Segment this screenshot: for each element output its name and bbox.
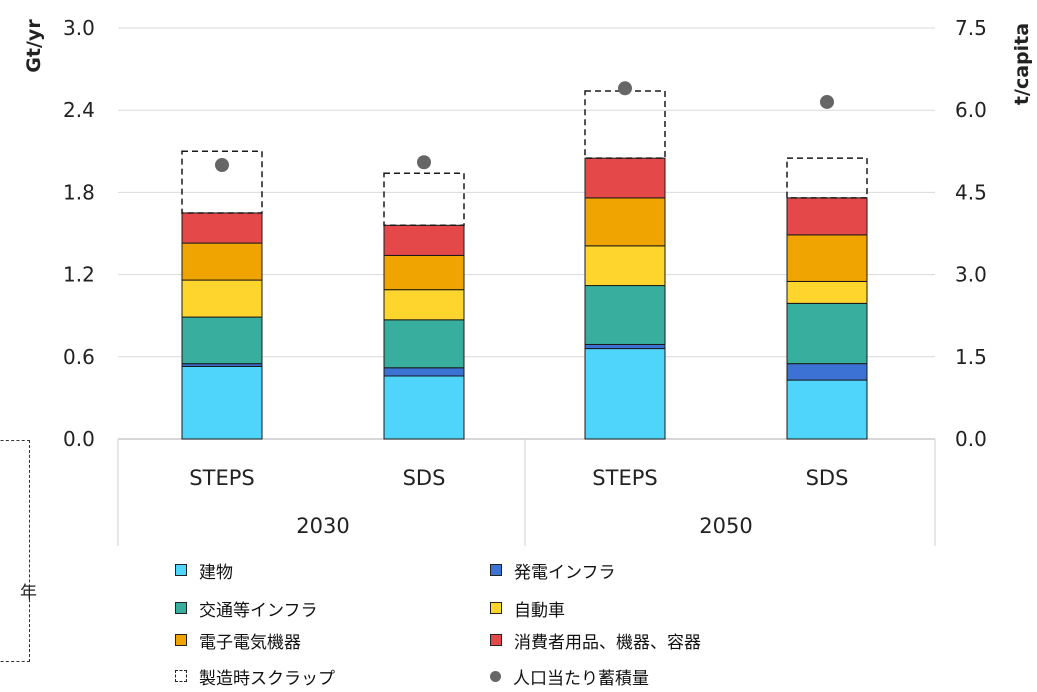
y-right-tick-label: 4.5 [955,180,987,204]
legend-dot-per-capita-stock [490,670,501,682]
bar-segment [181,316,263,365]
legend-item-automobiles: 自動車 [490,594,565,622]
legend-item-transport-infrastructure: 交通等インフラ [175,594,318,622]
legend-item-per-capita-stock: 人口当たり蓄積量 [490,662,649,690]
side-note-text: 年 [20,583,37,603]
bar-segment [786,302,868,365]
scrap-segment [181,150,263,214]
bar-segment [786,234,868,282]
legend-label-per-capita-stock: 人口当たり蓄積量 [513,668,649,689]
per-capita-dot [820,94,834,109]
legend-label-transport-infrastructure: 交通等インフラ [199,600,318,621]
per-capita-dot [417,155,431,170]
legend-item-electronics: 電子電気機器 [175,626,301,654]
bar-segment [181,212,263,244]
y-right-tick-label: 6.0 [955,98,987,122]
bar-segment [383,289,465,321]
stacked-bar-chart: 0.0 0.6 1.2 1.8 2.4 3.0 0.0 1.5 3.0 4.5 6.0 7.5 Gt/y… [23,16,1033,546]
bar-segment [786,363,868,381]
y-right-axis-title: t/capita [1011,23,1033,105]
y-right-tick-label: 0.0 [955,427,987,451]
per-capita-dot [215,158,229,172]
legend-swatch-transport-infrastructure [175,602,187,614]
scrap-segment [383,172,465,227]
legend-swatch-power-infrastructure [490,564,502,576]
bar-segment [584,245,666,287]
bar-segment [786,197,868,236]
legend-label-consumer-goods: 消費者用品、機器、容器 [514,632,701,653]
per-capita-dot [618,81,632,96]
bar-segment [584,157,666,199]
x-category-label: STEPS [189,466,254,490]
legend-item-manufacturing-scrap: 製造時スクラップ [175,662,335,690]
bar-segment [786,280,868,304]
legend-item-power-infrastructure: 発電インフラ [490,556,616,584]
bar-segment [383,319,465,369]
y-left-tick-label: 0.6 [63,345,95,369]
side-note-frame [0,440,30,662]
y-left-tick-label: 3.0 [63,16,95,40]
legend-swatch-consumer-goods [490,634,502,646]
y-right-tick-label: 7.5 [955,16,987,40]
x-category-label: STEPS [592,466,657,490]
legend-swatch-manufacturing-scrap [175,670,187,682]
bar-segment [383,367,465,377]
scrap-segment [786,157,868,199]
legend-label-automobiles: 自動車 [514,600,565,621]
bar-segment [181,365,263,440]
chart-legend: 建物 発電インフラ 交通等インフラ 自動車 電子電気機器 消費者用品、機器、容器… [175,556,815,689]
legend-item-consumer-goods: 消費者用品、機器、容器 [490,626,701,654]
bar-segment [584,343,666,350]
bar-segment [383,224,465,256]
bar-segment [383,375,465,440]
y-left-tick-label: 0.0 [63,427,95,451]
x-category-label: SDS [403,466,446,490]
legend-label-buildings: 建物 [199,562,233,583]
bar-segment [584,197,666,247]
legend-swatch-electronics [175,634,187,646]
legend-label-manufacturing-scrap: 製造時スクラップ [199,668,335,689]
bar-segment [181,279,263,318]
legend-item-buildings: 建物 [175,556,233,584]
scrap-segment [584,90,666,159]
legend-swatch-buildings [175,564,187,576]
legend-label-electronics: 電子電気機器 [199,632,301,653]
legend-swatch-automobiles [490,602,502,614]
x-group-label: 2030 [296,514,349,538]
bar-segment [584,348,666,440]
y-left-axis-title: Gt/yr [23,19,45,73]
bar-segment [181,242,263,281]
legend-label-power-infrastructure: 発電インフラ [514,562,616,583]
y-right-tick-label: 1.5 [955,345,987,369]
y-left-tick-label: 1.8 [63,180,95,204]
bar-segment [584,285,666,345]
y-left-tick-label: 2.4 [63,98,95,122]
x-group-label: 2050 [699,514,752,538]
bar-segment [383,254,465,291]
y-left-tick-label: 1.2 [63,263,95,287]
bar-segment [786,379,868,440]
x-category-label: SDS [806,466,849,490]
y-right-tick-label: 3.0 [955,263,987,287]
